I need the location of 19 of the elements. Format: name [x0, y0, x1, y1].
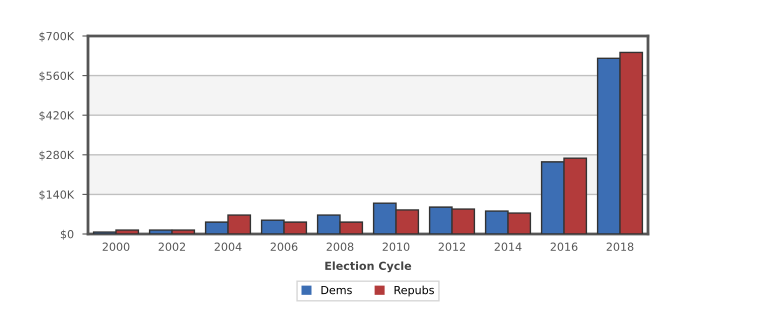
x-tick-label: 2012: [438, 242, 466, 251]
x-tick-label: 2002: [158, 242, 186, 251]
x-tick-label: 2000: [102, 242, 130, 251]
x-tick-label: 2010: [382, 242, 410, 251]
legend-label: Repubs: [394, 286, 434, 296]
x-tick-label: 2018: [606, 242, 634, 251]
y-tick-label: $700K: [39, 32, 74, 42]
x-tick-label: 2014: [494, 242, 522, 251]
y-tick-label: $280K: [39, 150, 74, 161]
x-tick-label: 2016: [550, 242, 578, 251]
y-tick-label: $0: [60, 230, 74, 240]
x-tick-label: 2006: [270, 242, 298, 251]
x-axis-title: Election Cycle: [325, 261, 412, 272]
y-tick-label: $140K: [39, 190, 74, 200]
x-tick-label: 2004: [214, 242, 242, 251]
y-tick-label: $420K: [39, 110, 74, 122]
legend-label: Dems: [321, 286, 352, 294]
x-tick-label: 2008: [326, 242, 354, 251]
y-tick-label: $560K: [39, 71, 74, 82]
